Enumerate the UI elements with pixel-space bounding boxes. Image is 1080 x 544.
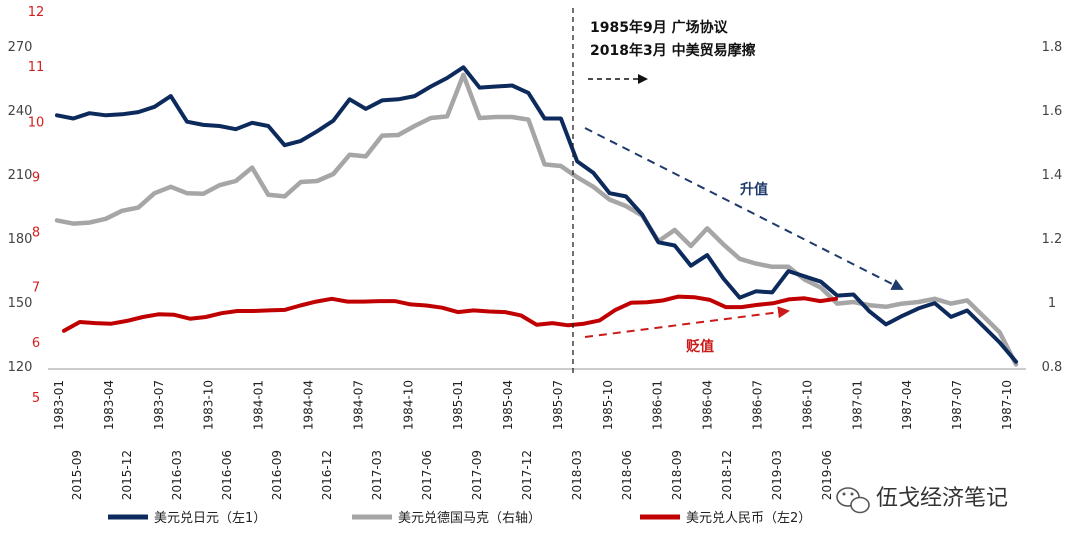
left-axis-1-tick-label: 240 [8, 104, 33, 119]
right-axis-tick-label: 1.6 [1042, 104, 1063, 119]
x-axis-1985-tick-label: 1986-04 [701, 380, 715, 430]
x-axis-2018-tick-label: 2016-03 [170, 450, 184, 500]
right-axis-tick-label: 1.2 [1042, 232, 1063, 247]
x-axis-2018-ticks: 2015-09 2015-12 2016-03 2016-06 2016-09 2016-… [70, 450, 834, 500]
x-axis-2018-tick-label: 2017-06 [420, 450, 434, 500]
x-axis-1985-ticks: 1983-01 1983-04 1983-07 1983-10 1984-01 1984-… [52, 380, 1014, 430]
x-axis-2018-tick-label: 2017-12 [520, 450, 534, 500]
left-axis-2-tick-label: 10 [28, 115, 45, 130]
left-axis-2-ticks: 5 6 7 8 9 10 11 12 [28, 5, 45, 406]
left-axis-1-tick-label: 150 [8, 296, 33, 311]
left-axis-2-tick-label: 9 [32, 170, 40, 185]
x-axis-1985-tick-label: 1985-10 [601, 380, 615, 430]
x-axis-1985-tick-label: 1986-07 [751, 380, 765, 430]
x-axis-2018-tick-label: 2019-03 [770, 450, 784, 500]
x-axis-1985-tick-label: 1986-01 [651, 380, 665, 430]
legend: 美元兑日元（左1） 美元兑德国马克（右轴） 美元兑人民币（左2） [108, 511, 811, 526]
left-axis-2-tick-label: 7 [32, 281, 40, 296]
x-axis-2018-tick-label: 2018-06 [620, 450, 634, 500]
left-axis-2-tick-label: 8 [32, 226, 40, 241]
left-axis-2-tick-label: 5 [32, 391, 40, 406]
event-trade-friction-label: 2018年3月 中美贸易摩擦 [590, 42, 756, 59]
x-axis-1985-tick-label: 1983-07 [152, 380, 166, 430]
x-axis-1985-tick-label: 1984-07 [351, 380, 365, 430]
left-axis-1-tick-label: 270 [8, 40, 33, 55]
event-plaza-accord-label: 1985年9月 广场协议 [590, 19, 729, 36]
x-axis-1985-tick-label: 1985-04 [501, 380, 515, 430]
series-line-right [54, 72, 1019, 367]
right-axis-tick-label: 1.8 [1042, 40, 1063, 55]
x-axis-1985-tick-label: 1987-04 [900, 380, 914, 430]
x-axis-2018-tick-label: 2019-06 [820, 450, 834, 500]
x-axis-2018-tick-label: 2018-03 [570, 450, 584, 500]
x-axis-1985-tick-label: 1983-10 [202, 380, 216, 430]
x-axis-2018-tick-label: 2018-12 [720, 450, 734, 500]
right-axis-tick-label: 0.8 [1042, 360, 1063, 375]
series-lines [54, 65, 1019, 367]
appreciation-arrow [584, 127, 904, 290]
x-axis-2018-tick-label: 2016-06 [220, 450, 234, 500]
legend-label-cny: 美元兑人民币（左2） [686, 511, 811, 526]
x-axis-1985-tick-label: 1983-01 [52, 380, 66, 430]
x-axis-1985-tick-label: 1984-04 [301, 380, 315, 430]
x-axis-2018-tick-label: 2017-09 [470, 450, 484, 500]
appreciation-label: 升值 [740, 181, 768, 198]
x-axis-2018-tick-label: 2015-09 [70, 450, 84, 500]
x-axis-1985-tick-label: 1987-07 [950, 380, 964, 430]
legend-label-jpy: 美元兑日元（左1） [154, 511, 266, 526]
wechat-icon [836, 487, 870, 514]
legend-label-dem: 美元兑德国马克（右轴） [398, 511, 541, 526]
x-axis-1985-tick-label: 1987-10 [1000, 380, 1014, 430]
x-axis-1985-tick-label: 1985-07 [551, 380, 565, 430]
series-line-left2 [62, 294, 838, 333]
right-axis-tick-label: 1.4 [1042, 168, 1063, 183]
x-axis-1985-tick-label: 1984-01 [252, 380, 266, 430]
left-axis-2-tick-label: 11 [28, 60, 45, 75]
right-axis-ticks: 0.8 1 1.2 1.4 1.6 1.8 [1042, 40, 1063, 375]
x-axis-2018-tick-label: 2017-03 [370, 450, 384, 500]
watermark-text: 伍戈经济笔记 [876, 486, 1008, 511]
left-axis-1-tick-label: 180 [8, 232, 33, 247]
x-axis-2018-tick-label: 2018-09 [670, 450, 684, 500]
depreciation-arrow [584, 306, 790, 338]
x-axis-2018-tick-label: 2016-12 [320, 450, 334, 500]
left-axis-1-tick-label: 120 [8, 360, 33, 375]
depreciation-label: 贬值 [686, 338, 714, 355]
left-axis-2-tick-label: 6 [32, 336, 40, 351]
series-line-left1 [55, 65, 1018, 364]
watermark: 伍戈经济笔记 [836, 486, 1008, 514]
left-axis-2-tick-label: 12 [28, 5, 45, 20]
x-axis-1985-tick-label: 1986-10 [800, 380, 814, 430]
x-axis-1985-tick-label: 1984-10 [401, 380, 415, 430]
x-axis-1985-tick-label: 1983-04 [102, 380, 116, 430]
x-axis-1985-tick-label: 1985-01 [451, 380, 465, 430]
x-axis-2018-tick-label: 2016-09 [270, 450, 284, 500]
x-axis-1985-tick-label: 1987-01 [850, 380, 864, 430]
left-axis-1-tick-label: 210 [8, 168, 33, 183]
right-axis-tick-label: 1 [1048, 296, 1056, 311]
left-axis-1-ticks: 120 150 180 210 240 270 [8, 40, 33, 375]
x-axis-2018-tick-label: 2015-12 [120, 450, 134, 500]
